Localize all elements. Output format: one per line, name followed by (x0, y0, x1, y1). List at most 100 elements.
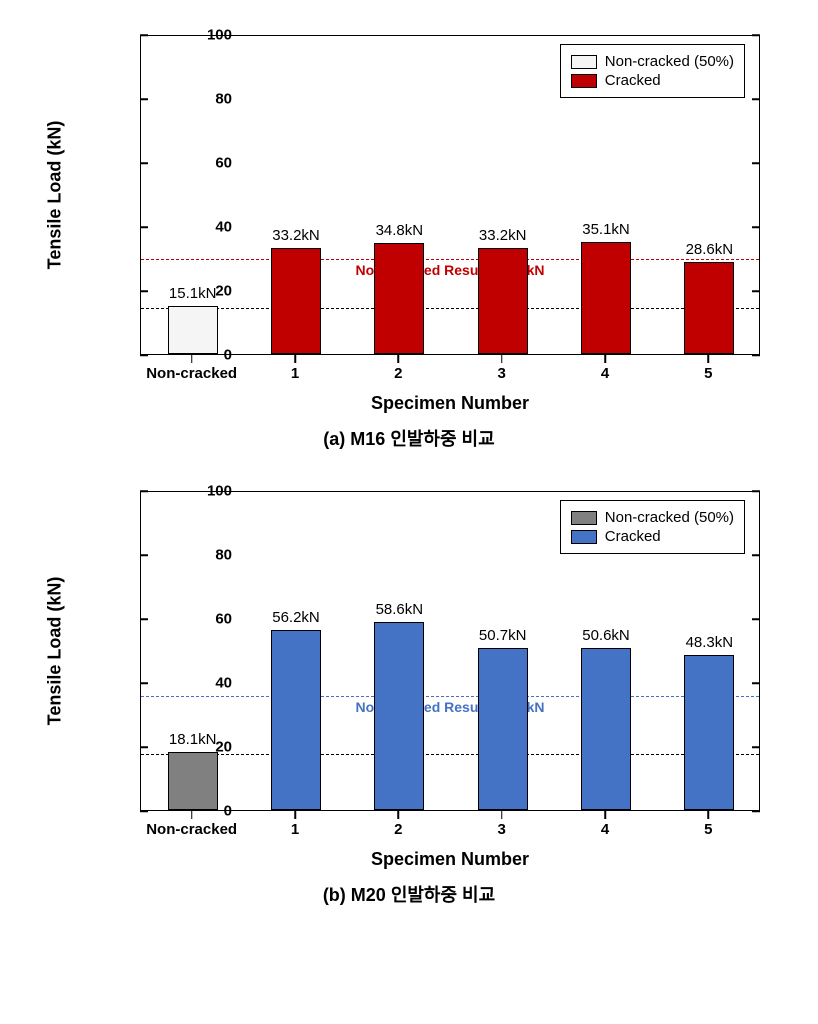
x-tick-mark (708, 355, 710, 363)
y-tick-mark (140, 746, 148, 748)
bar-value-label: 33.2kN (463, 227, 543, 244)
y-tick-mark (140, 226, 148, 228)
x-tick-label: 5 (658, 365, 758, 382)
y-tick-mark (752, 490, 760, 492)
y-tick-label: 100 (142, 483, 232, 500)
y-tick-label: 20 (142, 283, 232, 300)
bar (374, 622, 424, 810)
bar-value-label: 58.6kN (359, 601, 439, 618)
x-tick-mark (191, 355, 193, 363)
y-tick-label: 60 (142, 611, 232, 628)
y-tick-mark (752, 682, 760, 684)
y-tick-mark (752, 354, 760, 356)
bar-value-label: 35.1kN (566, 221, 646, 238)
chart-area: Non-cracked Result : 36.3kN18.1kN56.2kN5… (60, 476, 780, 876)
x-axis-label: Specimen Number (140, 393, 760, 414)
reference-line (141, 308, 759, 309)
x-tick-label: Non-cracked (142, 365, 242, 382)
x-tick-mark (604, 355, 606, 363)
legend-text: Cracked (605, 528, 661, 545)
legend-text: Cracked (605, 72, 661, 89)
y-tick-label: 60 (142, 155, 232, 172)
x-tick-label: 5 (658, 821, 758, 838)
x-tick-label: 3 (452, 365, 552, 382)
x-tick-label: 1 (245, 365, 345, 382)
x-tick-mark (191, 811, 193, 819)
y-tick-mark (752, 290, 760, 292)
reference-line (141, 259, 759, 260)
y-tick-mark (752, 226, 760, 228)
x-tick-mark (604, 811, 606, 819)
bar (684, 262, 734, 354)
bar (374, 243, 424, 354)
y-tick-mark (752, 162, 760, 164)
plot-area: Non-cracked Result : 36.3kN18.1kN56.2kN5… (140, 491, 760, 811)
bar (478, 648, 528, 810)
legend-item: Non-cracked (50%) (571, 509, 734, 526)
bar-value-label: 50.6kN (566, 627, 646, 644)
reference-line-label: Non-cracked Result : 30.2kN (141, 262, 759, 278)
x-tick-label: Non-cracked (142, 821, 242, 838)
y-axis-label: Tensile Load (kN) (45, 121, 66, 270)
y-tick-mark (140, 490, 148, 492)
reference-line (141, 754, 759, 755)
bar (478, 248, 528, 354)
x-axis-label: Specimen Number (140, 849, 760, 870)
bar-value-label: 33.2kN (256, 227, 336, 244)
bar (581, 242, 631, 354)
x-tick-mark (294, 355, 296, 363)
y-tick-mark (752, 34, 760, 36)
x-tick-mark (708, 811, 710, 819)
x-tick-mark (501, 355, 503, 363)
legend-swatch (571, 55, 597, 69)
bar (271, 630, 321, 810)
chart-caption: (a) M16 인발하중 비교 (40, 425, 778, 451)
bar-value-label: 56.2kN (256, 609, 336, 626)
reference-line-label: Non-cracked Result : 36.3kN (141, 699, 759, 715)
y-tick-mark (752, 810, 760, 812)
y-tick-mark (752, 618, 760, 620)
y-tick-mark (752, 554, 760, 556)
y-tick-label: 100 (142, 27, 232, 44)
y-tick-label: 0 (142, 347, 232, 364)
x-tick-mark (398, 811, 400, 819)
y-axis-label: Tensile Load (kN) (45, 577, 66, 726)
x-tick-mark (294, 811, 296, 819)
chart-area: Non-cracked Result : 30.2kN15.1kN33.2kN3… (60, 20, 780, 420)
y-tick-label: 80 (142, 547, 232, 564)
y-tick-mark (140, 290, 148, 292)
x-tick-mark (501, 811, 503, 819)
bar (271, 248, 321, 354)
x-tick-label: 4 (555, 821, 655, 838)
y-tick-mark (140, 682, 148, 684)
y-tick-mark (140, 618, 148, 620)
y-tick-label: 40 (142, 675, 232, 692)
x-tick-label: 2 (348, 365, 448, 382)
x-tick-label: 4 (555, 365, 655, 382)
bar-value-label: 34.8kN (359, 222, 439, 239)
y-tick-mark (140, 34, 148, 36)
chart-m20: Non-cracked Result : 36.3kN18.1kN56.2kN5… (40, 476, 778, 907)
legend-text: Non-cracked (50%) (605, 509, 734, 526)
legend-swatch (571, 511, 597, 525)
legend-text: Non-cracked (50%) (605, 53, 734, 70)
bar-value-label: 28.6kN (669, 241, 749, 258)
y-tick-label: 20 (142, 739, 232, 756)
legend-swatch (571, 74, 597, 88)
legend-item: Non-cracked (50%) (571, 53, 734, 70)
y-tick-mark (752, 98, 760, 100)
y-tick-mark (140, 554, 148, 556)
bar-value-label: 50.7kN (463, 627, 543, 644)
legend: Non-cracked (50%) Cracked (560, 44, 745, 98)
y-tick-mark (140, 162, 148, 164)
bar-value-label: 48.3kN (669, 634, 749, 651)
y-tick-label: 40 (142, 219, 232, 236)
reference-line (141, 696, 759, 697)
bar (684, 655, 734, 810)
chart-m16: Non-cracked Result : 30.2kN15.1kN33.2kN3… (40, 20, 778, 451)
y-tick-mark (752, 746, 760, 748)
chart-caption: (b) M20 인발하중 비교 (40, 881, 778, 907)
legend: Non-cracked (50%) Cracked (560, 500, 745, 554)
y-tick-label: 80 (142, 91, 232, 108)
x-tick-label: 3 (452, 821, 552, 838)
